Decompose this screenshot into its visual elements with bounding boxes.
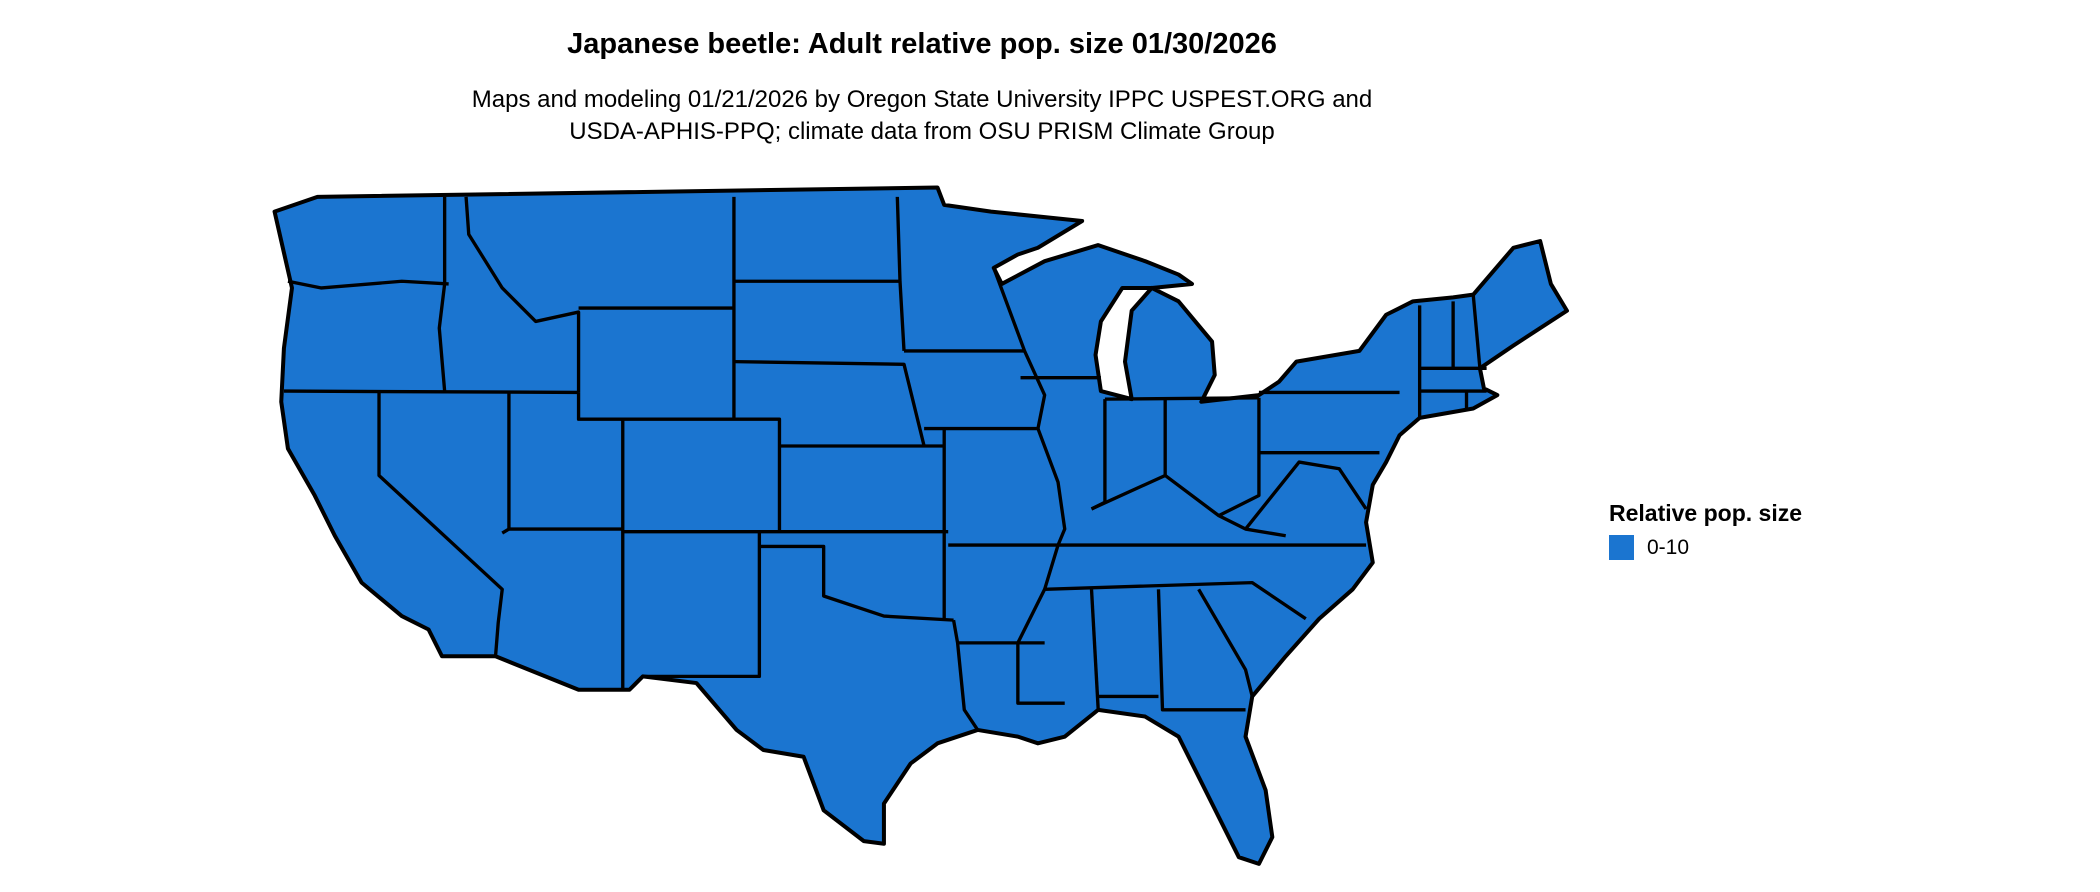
state-border — [437, 196, 447, 392]
state-border — [951, 619, 980, 731]
state-border — [1044, 580, 1307, 621]
state-border — [1089, 589, 1100, 710]
legend: Relative pop. size 0-10 — [1609, 500, 1802, 560]
legend-title: Relative pop. size — [1609, 500, 1803, 526]
subtitle-line-1: Maps and modeling 01/21/2026 by Oregon S… — [471, 86, 1373, 113]
us-outline — [272, 185, 1569, 866]
state-border — [895, 196, 906, 352]
state-border — [1471, 294, 1482, 369]
state-border — [576, 392, 782, 532]
state-border — [1016, 428, 1067, 705]
map-subtitle: Maps and modeling 01/21/2026 by Oregon S… — [0, 84, 1844, 148]
state-border — [642, 531, 762, 679]
state-border — [733, 359, 926, 447]
state-borders — [283, 196, 1487, 731]
state-border — [287, 279, 449, 290]
state-border — [924, 267, 1047, 431]
state-border — [1244, 460, 1368, 531]
state-border — [1197, 588, 1254, 697]
state-border — [1104, 396, 1259, 401]
subtitle-line-2: USDA-APHIS-PPQ; climate data from OSU PR… — [569, 118, 1275, 145]
state-border — [283, 389, 579, 395]
state-border — [1156, 589, 1246, 712]
legend-label: 0-10 — [1647, 535, 1690, 559]
legend-swatch — [1609, 535, 1634, 560]
state-border — [464, 196, 581, 393]
state-border — [759, 544, 954, 622]
legend-item: 0-10 — [1609, 535, 1802, 560]
map-title: Japanese beetle: Adult relative pop. siz… — [567, 28, 1277, 60]
state-border — [1218, 397, 1261, 518]
state-border — [377, 391, 504, 657]
